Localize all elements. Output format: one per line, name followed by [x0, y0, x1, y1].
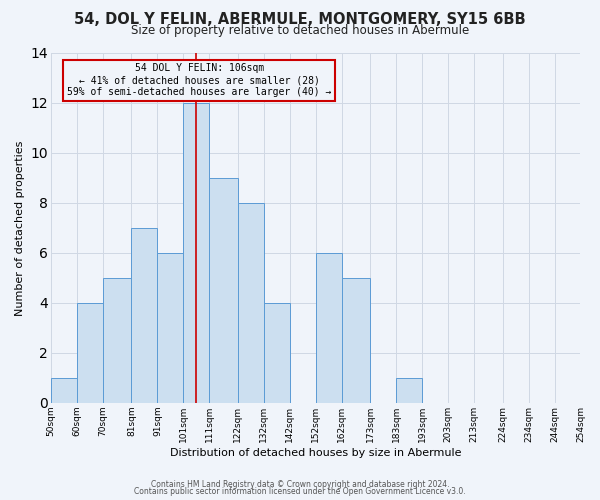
- Text: Size of property relative to detached houses in Abermule: Size of property relative to detached ho…: [131, 24, 469, 37]
- Text: Contains public sector information licensed under the Open Government Licence v3: Contains public sector information licen…: [134, 487, 466, 496]
- Y-axis label: Number of detached properties: Number of detached properties: [15, 140, 25, 316]
- Bar: [184, 103, 209, 403]
- Bar: [103, 278, 131, 403]
- Bar: [157, 253, 184, 403]
- Bar: [238, 203, 264, 403]
- Bar: [209, 178, 238, 403]
- Bar: [396, 378, 422, 403]
- Text: 54 DOL Y FELIN: 106sqm
← 41% of detached houses are smaller (28)
59% of semi-det: 54 DOL Y FELIN: 106sqm ← 41% of detached…: [67, 64, 331, 96]
- Bar: [131, 228, 157, 403]
- X-axis label: Distribution of detached houses by size in Abermule: Distribution of detached houses by size …: [170, 448, 461, 458]
- Bar: [77, 303, 103, 403]
- Bar: [51, 378, 77, 403]
- Text: Contains HM Land Registry data © Crown copyright and database right 2024.: Contains HM Land Registry data © Crown c…: [151, 480, 449, 489]
- Text: 54, DOL Y FELIN, ABERMULE, MONTGOMERY, SY15 6BB: 54, DOL Y FELIN, ABERMULE, MONTGOMERY, S…: [74, 12, 526, 28]
- Bar: [264, 303, 290, 403]
- Bar: [316, 253, 341, 403]
- Bar: [341, 278, 370, 403]
